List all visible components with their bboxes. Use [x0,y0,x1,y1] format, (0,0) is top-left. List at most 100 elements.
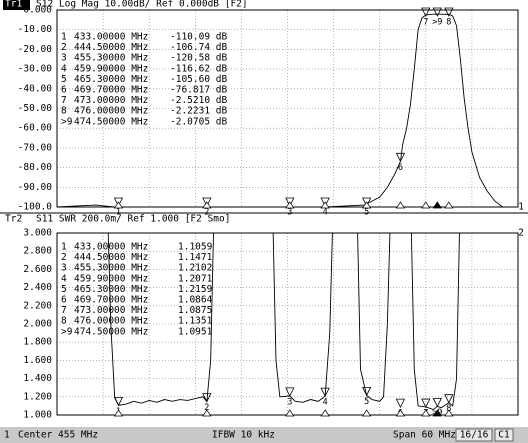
marker-frequency: 465.30000 MHz [74,74,148,85]
marker-tag: 1 [116,208,121,218]
y-tick-label: -40.00 [18,83,53,94]
marker-frequency: 444.50000 MHz [74,42,148,53]
marker-value: 1.0951 [178,326,213,337]
marker-triangle [361,386,372,397]
marker-tag: 8 [446,18,451,28]
y-tick-label: -70.00 [18,142,53,153]
axis-marker [432,409,442,417]
points-box[interactable] [455,428,493,442]
axis-marker [285,409,295,417]
axis-marker [320,409,330,417]
marker-id: 6 [61,295,67,306]
y-tick-label: 2.200 [23,300,52,311]
marker-frequency: 455.30000 MHz [74,53,148,64]
marker-id: >9 [61,326,73,337]
axis-marker [113,201,124,209]
marker-id: 7 [61,95,67,106]
axis-marker [444,201,454,209]
y-tick-label: 0.000 [23,5,52,16]
marker-triangle [361,197,372,207]
marker-triangle [421,398,431,408]
status-ifbw: IFBW 10 kHz [212,430,275,441]
y-tick-label: -20.00 [18,44,53,55]
y-tick-label: 1.800 [23,337,52,348]
marker-value: -2.2231 dB [170,106,227,117]
y-tick-label: 3.000 [23,228,52,239]
marker-frequency: 474.50000 MHz [74,116,148,127]
trace-title: S11 SWR 200.0m/ Ref 1.000 [F2 Smo] [36,214,230,225]
axis-marker [202,201,212,209]
marker-frequency: 455.30000 MHz [74,263,148,274]
y-tick-label: -80.00 [18,162,53,173]
marker-id: 1 [61,32,67,43]
axis-marker [202,409,212,417]
y-tick-label: 1.600 [23,355,52,366]
status-cal[interactable]: C1 [498,430,510,441]
marker-tag: 4 [323,208,328,218]
marker-id: 4 [61,273,67,284]
axis-marker [444,409,454,417]
cal-box[interactable] [494,428,514,442]
marker-tag: 6 [398,163,403,173]
marker-tag: 3 [287,208,292,218]
marker-frequency: 444.50000 MHz [74,252,148,263]
status-points[interactable]: 16/16 [460,430,489,441]
axis-marker [432,201,442,209]
marker-triangle [444,394,454,404]
status-center: Center 455 MHz [18,430,98,441]
marker-id: 8 [61,316,67,327]
marker-frequency: 469.70000 MHz [74,295,148,306]
marker-triangle [285,197,295,207]
marker-id: 6 [61,85,67,96]
marker-tag: 5 [364,397,369,407]
trace-line [107,233,460,411]
channel-number: 1 [518,202,524,213]
y-tick-label: 1.400 [23,373,52,384]
status-bar [0,427,528,443]
status-span: Span 60 MHz [393,430,456,441]
marker-triangle [202,393,212,403]
marker-id: 7 [61,305,67,316]
axis-marker [421,409,431,417]
marker-tag: 7 [423,18,428,28]
marker-value: 1.0875 [178,305,212,316]
y-tick-label: -50.00 [18,103,53,114]
axis-marker [421,201,431,209]
y-tick-label: 2.400 [23,282,52,293]
marker-value: 1.1471 [178,252,213,263]
trace-title: S12 Log Mag 10.00dB/ Ref 0.000dB [F2] [36,0,248,10]
marker-id: 4 [61,63,67,74]
marker-tag: 2 [204,403,209,413]
marker-value: -116.62 dB [170,63,227,74]
marker-id: 3 [61,53,67,64]
trace-line [57,13,518,207]
marker-id: 5 [61,74,67,85]
marker-triangle [202,197,212,207]
y-tick-label: 1.200 [23,391,52,402]
marker-tag: >9 [432,18,442,28]
marker-value: 1.1351 [178,316,213,327]
marker-frequency: 476.00000 MHz [74,316,148,327]
marker-triangle [432,397,442,408]
marker-id: 5 [61,284,67,295]
marker-value: 1.2159 [178,284,213,295]
status-channel: 1 [4,430,10,441]
marker-triangle [113,396,124,407]
marker-tag: 8 [446,404,451,414]
marker-frequency: 476.00000 MHz [74,106,148,117]
marker-triangle [285,387,295,397]
marker-triangle [395,152,406,163]
marker-id: 3 [61,263,67,274]
marker-triangle [320,197,330,207]
marker-value: -2.5210 dB [170,95,227,106]
marker-frequency: 433.00000 MHz [74,32,148,43]
marker-frequency: 459.90000 MHz [74,273,148,284]
axis-marker [395,201,406,209]
marker-id: 1 [61,242,67,253]
marker-triangle [320,387,330,398]
y-tick-label: 1.000 [23,410,52,421]
marker-triangle [444,7,454,17]
y-tick-label: 2.800 [23,246,52,257]
